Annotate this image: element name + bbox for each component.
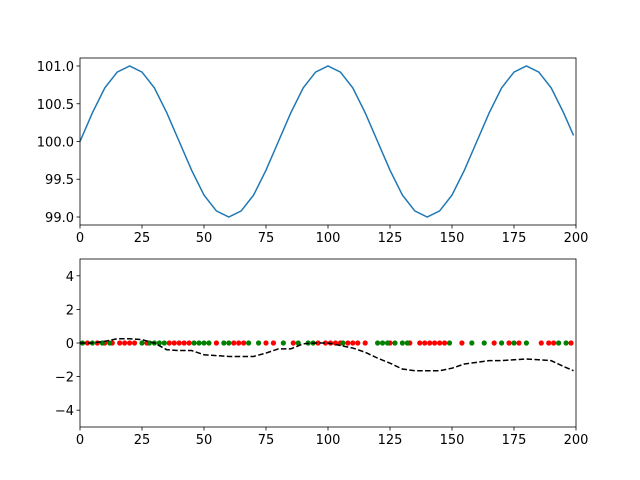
scatter-point xyxy=(499,340,505,346)
scatter-point xyxy=(280,340,286,346)
x-tick-label: 75 xyxy=(258,433,275,448)
scatter-point xyxy=(481,340,487,346)
x-tick-label: 200 xyxy=(564,433,589,448)
scatter-point xyxy=(176,340,182,346)
scatter-point xyxy=(459,340,465,346)
scatter-point xyxy=(290,340,296,346)
scatter-point xyxy=(161,340,167,346)
x-tick-label: 50 xyxy=(196,231,213,246)
scatter-point xyxy=(270,340,277,346)
x-tick-label: 50 xyxy=(196,433,213,448)
scatter-point xyxy=(131,340,138,346)
scatter-point xyxy=(322,340,329,346)
scatter-point xyxy=(340,340,346,346)
scatter-point xyxy=(186,340,192,346)
scatter-point xyxy=(201,340,207,346)
scatter-point xyxy=(181,340,187,346)
y-tick-label: 99.5 xyxy=(45,173,74,188)
x-tick-label: 100 xyxy=(316,433,341,448)
scatter-point xyxy=(84,340,91,346)
scatter-point xyxy=(122,340,128,346)
dashed-line xyxy=(80,338,574,372)
scatter-point xyxy=(437,340,443,346)
x-tick-label: 200 xyxy=(564,231,589,246)
scatter-point xyxy=(166,340,172,346)
x-tick-label: 0 xyxy=(76,433,84,448)
scatter-point xyxy=(446,340,453,346)
scatter-point xyxy=(379,340,386,346)
x-tick-label: 150 xyxy=(440,433,465,448)
scatter-point xyxy=(422,340,428,346)
scatter-point xyxy=(432,340,438,346)
scatter-point xyxy=(506,340,512,346)
y-tick-label: −2 xyxy=(55,371,74,386)
scatter-point xyxy=(362,340,368,346)
scatter-point xyxy=(246,340,252,346)
axes-frame xyxy=(79,258,577,428)
scatter-point xyxy=(221,340,227,346)
scatter-point xyxy=(191,340,197,346)
y-tick-label: 99.0 xyxy=(45,211,74,226)
scatter-point xyxy=(171,340,177,346)
scatter-point xyxy=(236,340,242,346)
axes-frame xyxy=(79,57,577,226)
scatter-point xyxy=(551,340,557,346)
scatter-point xyxy=(127,340,133,346)
y-tick-label: −4 xyxy=(55,404,74,419)
scatter-point xyxy=(107,340,113,346)
scatter-point xyxy=(139,340,145,346)
scatter-point xyxy=(441,340,448,346)
scatter-point xyxy=(255,340,262,346)
scatter-point xyxy=(392,340,398,346)
y-tick-label: 100.5 xyxy=(37,98,74,113)
scatter-point xyxy=(213,340,219,346)
y-tick-label: 100.0 xyxy=(37,136,74,151)
scatter-point xyxy=(568,340,574,346)
scatter-point xyxy=(404,340,410,346)
scatter-point xyxy=(538,340,544,346)
x-tick-label: 125 xyxy=(378,231,403,246)
scatter-point xyxy=(523,340,530,346)
scatter-point xyxy=(156,340,162,346)
scatter-point xyxy=(315,340,321,346)
x-tick-label: 175 xyxy=(502,433,527,448)
y-tick-label: 0 xyxy=(66,337,74,352)
scatter-point xyxy=(516,340,522,346)
scatter-point xyxy=(355,340,361,346)
scatter-point xyxy=(417,340,423,346)
scatter-point xyxy=(241,340,247,346)
line xyxy=(79,65,575,218)
x-tick-label: 0 xyxy=(76,231,84,246)
scatter-point xyxy=(563,340,569,346)
scatter-point xyxy=(295,340,301,346)
scatter-point xyxy=(491,340,497,346)
y-tick-label: 4 xyxy=(66,270,74,285)
scatter-point xyxy=(546,340,552,346)
scatter-point xyxy=(206,340,212,346)
scatter-point xyxy=(196,340,202,346)
scatter-point xyxy=(427,340,433,346)
x-tick-label: 100 xyxy=(316,231,341,246)
x-tick-label: 75 xyxy=(258,231,275,246)
scatter-point xyxy=(469,340,475,346)
scatter-point xyxy=(511,340,517,346)
scatter-point xyxy=(231,340,237,346)
scatter-point xyxy=(345,340,351,346)
x-tick-label: 150 xyxy=(440,231,465,246)
x-tick-label: 25 xyxy=(134,231,151,246)
x-tick-label: 125 xyxy=(378,433,403,448)
y-tick-label: 2 xyxy=(66,303,74,318)
scatter-point xyxy=(226,340,232,346)
x-tick-label: 25 xyxy=(134,433,151,448)
scatter-point xyxy=(399,340,405,346)
scatter-point xyxy=(117,340,123,346)
y-tick-label: 101.0 xyxy=(37,60,74,75)
scatter-point xyxy=(263,340,269,346)
scatter-point xyxy=(556,340,562,346)
scatter-point xyxy=(350,340,356,346)
scatter-point xyxy=(375,340,381,346)
scatter-point xyxy=(384,340,391,346)
x-tick-label: 175 xyxy=(502,231,527,246)
